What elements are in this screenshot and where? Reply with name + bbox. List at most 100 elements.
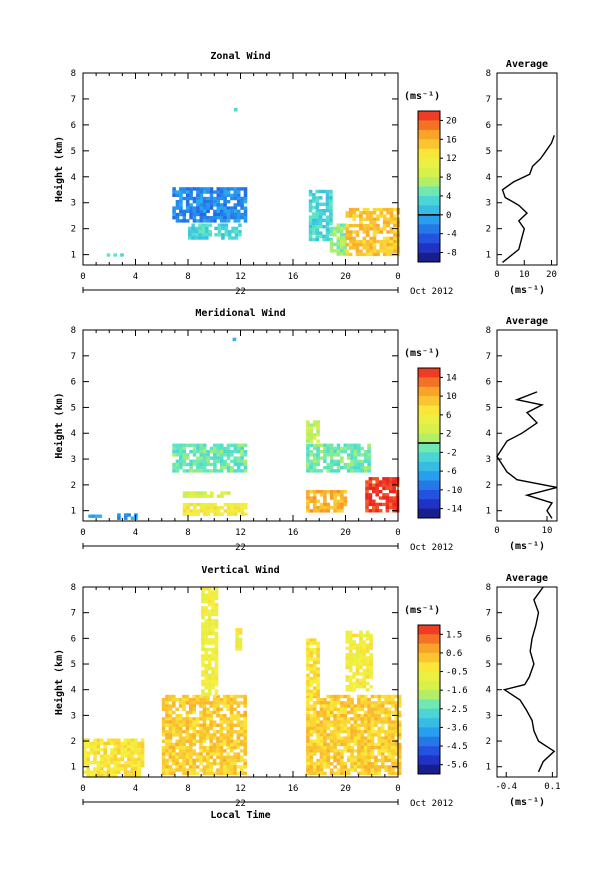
colorbar-segment — [418, 243, 440, 253]
data-cell — [113, 757, 118, 762]
data-cell — [384, 701, 388, 705]
data-cell — [365, 223, 370, 228]
data-cell — [329, 189, 333, 194]
data-cell — [217, 229, 222, 234]
data-cell — [185, 193, 190, 197]
data-cell — [386, 239, 390, 244]
data-cell — [117, 748, 121, 752]
data-cell — [363, 746, 368, 750]
data-cell — [367, 726, 371, 731]
data-cell — [362, 675, 367, 679]
data-cell — [389, 480, 393, 484]
data-cell — [243, 710, 247, 715]
data-cell — [312, 446, 317, 451]
data-cell — [346, 453, 351, 457]
data-cell — [236, 733, 241, 737]
data-cell — [219, 456, 224, 460]
data-cell — [214, 612, 219, 616]
data-cell — [306, 676, 310, 681]
data-cell — [212, 771, 217, 775]
data-cell — [379, 214, 384, 218]
data-cell — [243, 450, 248, 454]
data-cell — [380, 749, 385, 753]
data-cell — [192, 733, 196, 737]
data-cell — [357, 466, 361, 470]
data-cell — [367, 459, 371, 463]
y-tick-label: 8 — [71, 69, 76, 79]
data-cell — [376, 230, 380, 234]
data-cell — [367, 755, 371, 759]
colorbar-segment — [418, 746, 440, 756]
data-cell — [120, 748, 124, 752]
data-cell — [369, 246, 373, 250]
data-cell — [379, 249, 384, 253]
data-cell — [357, 443, 361, 447]
data-cell — [322, 209, 326, 213]
data-cell — [360, 733, 365, 737]
data-cell — [379, 211, 384, 215]
data-cell — [236, 720, 241, 724]
data-cell — [196, 509, 200, 513]
data-cell — [186, 506, 190, 510]
data-cell — [318, 221, 323, 226]
data-cell — [319, 739, 324, 743]
data-cell — [219, 730, 224, 734]
data-cell — [206, 509, 211, 513]
data-cell — [360, 462, 365, 467]
colorbar-segment — [418, 755, 440, 765]
data-cell — [384, 733, 388, 737]
data-cell — [193, 491, 197, 495]
data-cell — [333, 723, 337, 727]
data-cell — [186, 509, 190, 513]
data-cell — [340, 720, 344, 724]
y-tick-label: 4 — [71, 173, 76, 183]
data-cell — [199, 456, 204, 460]
data-cell — [182, 216, 187, 220]
data-cell — [336, 736, 341, 740]
date-suffix: Oct 2012 — [410, 287, 453, 297]
data-cell — [363, 694, 368, 699]
data-cell — [329, 466, 334, 470]
data-cell — [306, 420, 310, 424]
data-cell — [343, 226, 347, 231]
data-cell — [365, 214, 370, 218]
colorbar-tick-label: 16 — [446, 135, 457, 145]
data-cell — [172, 733, 176, 737]
data-cell — [103, 754, 107, 758]
data-cell — [213, 203, 217, 207]
data-cell — [350, 758, 354, 763]
data-cell — [378, 489, 383, 494]
data-cell — [370, 771, 375, 775]
data-cell — [96, 751, 101, 755]
data-cell — [315, 205, 320, 210]
data-cell — [213, 190, 217, 194]
data-cell — [240, 462, 244, 467]
data-cell — [352, 207, 356, 212]
data-cell — [370, 765, 375, 769]
data-cell — [326, 453, 331, 457]
x-tick-label: 12 — [235, 272, 246, 282]
data-cell — [325, 215, 330, 219]
data-cell — [175, 762, 179, 766]
data-cell — [312, 469, 317, 473]
data-cell — [223, 717, 227, 721]
data-cell — [370, 717, 375, 721]
data-cell — [323, 749, 327, 753]
data-cell — [196, 512, 200, 516]
data-cell — [377, 704, 382, 708]
data-cell — [319, 456, 324, 460]
data-cell — [206, 733, 210, 737]
data-cell — [106, 764, 111, 768]
data-cell — [175, 193, 180, 197]
data-cell — [96, 770, 101, 774]
data-cell — [216, 459, 221, 463]
data-cell — [343, 768, 348, 772]
data-cell — [202, 707, 207, 711]
data-cell — [216, 694, 220, 699]
data-cell — [384, 730, 388, 734]
data-cell — [345, 637, 350, 641]
data-cell — [374, 755, 378, 759]
data-cell — [389, 505, 393, 510]
data-cell — [360, 771, 365, 775]
data-cell — [209, 762, 213, 766]
